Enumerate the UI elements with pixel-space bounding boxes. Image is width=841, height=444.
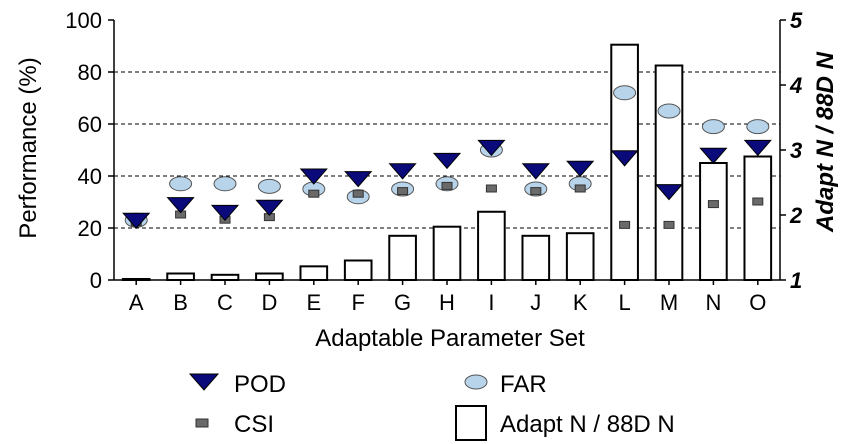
pod-point-E [299,168,328,185]
pod-point-A [122,212,151,229]
bar-O [743,155,773,281]
far-point-C [213,176,237,192]
pod-point-L [610,150,639,167]
pod-point-D [255,199,284,216]
x-tick-label: K [573,290,588,315]
x-tick-label: E [306,290,321,315]
legend-pod-label: POD [234,371,286,398]
y2-tick-label: 3 [790,138,802,163]
far-point-N [701,119,725,135]
csi-point-J [530,187,542,196]
x-tick-label: O [749,290,766,315]
csi-point-K [574,184,586,193]
y-axis-title: Performance (%) [15,57,42,238]
legend-far-label: FAR [500,371,547,398]
far-point-D [257,178,281,194]
x-tick-label: M [660,290,678,315]
legend-csi-marker [195,418,209,428]
far-point-O [746,119,770,135]
pod-point-F [344,171,373,188]
y-tick-label: 20 [78,216,102,241]
bar-C [210,273,240,281]
point-series [122,85,772,229]
csi-point-E [308,189,320,198]
bar-L [610,43,639,282]
x-tick-label: B [173,290,188,315]
pod-point-G [388,163,417,180]
bar-M [654,64,684,281]
csi-point-L [619,220,631,229]
x-tick-label: D [261,290,277,315]
bar-D [255,272,284,281]
pod-point-O [743,139,772,157]
x-tick-label: N [705,290,721,315]
legend: POD FAR CSI Adapt N / 88D N [188,371,675,441]
bar-N [699,162,728,281]
far-point-M [657,103,681,119]
x-tick-label: F [351,290,364,315]
legend-far-marker [464,374,488,390]
y2-tick-label: 5 [790,8,803,33]
y2-tick-label: 4 [789,73,802,98]
bar-F [343,259,373,281]
y2-tick-label: 2 [789,203,803,228]
x-tick-label: C [217,290,233,315]
x-tick-label: J [530,290,541,315]
far-point-B [169,176,193,192]
pod-point-B [166,197,195,214]
csi-point-G [397,187,409,196]
y-tick-label: 0 [90,268,102,293]
tick-labels: 0 20 40 60 80 100 1 2 3 4 5 A B C D E F G H I J K L M N O [65,8,803,315]
axes [108,19,786,285]
pod-point-N [699,147,728,164]
bar-E [299,265,329,282]
bar-H [432,225,462,281]
y-tick-label: 100 [65,8,102,33]
y2-axis-title: Adapt N / 88D N [812,51,839,233]
bar-G [388,234,417,282]
bar-B [166,272,195,281]
csi-point-I [485,184,497,193]
pod-point-H [432,152,462,170]
y-tick-label: 80 [78,60,102,85]
bar-J [521,234,551,282]
legend-pod-marker [188,373,220,391]
y-tick-label: 40 [78,164,102,189]
x-tick-label: I [488,290,494,315]
y-tick-label: 60 [78,112,102,137]
csi-point-O [752,197,764,206]
pod-point-J [521,163,550,180]
csi-point-N [707,200,719,209]
legend-adapt-marker [455,405,487,441]
x-tick-label: G [394,290,411,315]
pod-point-M [654,184,684,201]
csi-point-F [352,189,364,198]
x-axis-title: Adaptable Parameter Set [315,325,585,352]
legend-adapt-label: Adapt N / 88D N [500,411,675,438]
pod-point-K [566,160,595,177]
csi-point-M [663,220,675,229]
legend-csi-label: CSI [234,411,274,438]
y2-tick-label: 1 [790,268,802,293]
bar-K [565,232,595,281]
csi-point-H [441,181,453,190]
far-point-L [613,85,637,101]
x-tick-label: A [129,290,144,315]
x-tick-label: L [618,290,630,315]
pod-point-I [477,139,506,157]
x-tick-label: H [439,290,455,315]
pod-point-C [210,204,240,222]
bar-series [121,43,773,282]
bar-I [477,210,506,281]
